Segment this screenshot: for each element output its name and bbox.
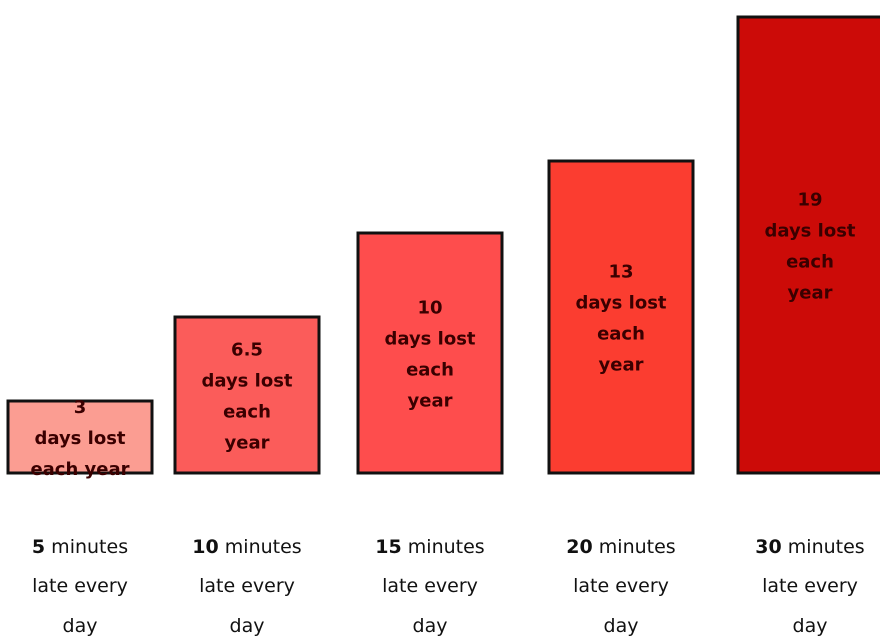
bar-label-1: 3 days lost each year bbox=[30, 397, 129, 480]
category-label-3: 15 minutes late every day bbox=[375, 536, 484, 637]
bar-label-2: 6.5 days lost each year bbox=[201, 339, 292, 453]
bar-5 bbox=[736, 15, 880, 475]
bar-4 bbox=[547, 159, 695, 475]
bar-3 bbox=[356, 231, 504, 475]
bar-label-5: 19 days lost each year bbox=[764, 189, 855, 303]
category-label-5: 30 minutes late every day bbox=[755, 536, 864, 637]
bar-1 bbox=[6, 399, 154, 475]
bar-label-3: 10 days lost each year bbox=[384, 297, 475, 411]
category-label-4: 20 minutes late every day bbox=[566, 536, 675, 637]
category-label-1: 5 minutes late every day bbox=[32, 536, 128, 637]
bar-label-4: 13 days lost each year bbox=[575, 261, 666, 375]
category-label-2: 10 minutes late every day bbox=[192, 536, 301, 637]
bar-2 bbox=[173, 315, 321, 475]
